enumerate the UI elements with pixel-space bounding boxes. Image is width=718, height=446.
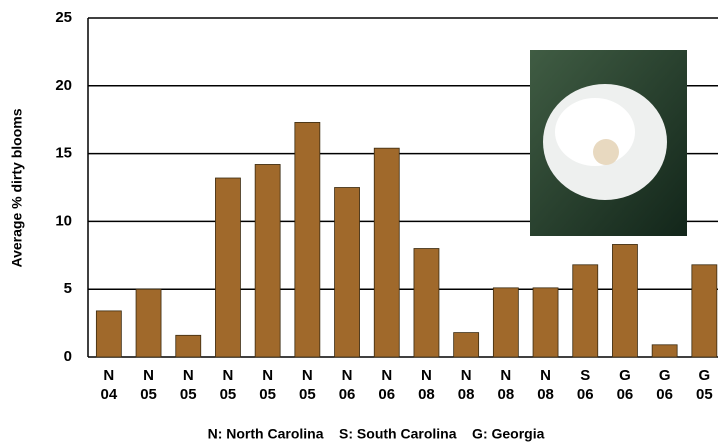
y-tick-label: 20	[55, 77, 72, 94]
x-tick-label: 06	[339, 386, 356, 403]
x-tick-label: N	[421, 367, 432, 384]
x-tick-label: N	[183, 367, 194, 384]
bar	[573, 265, 598, 357]
chart: Average % dirty blooms N: North Carolina…	[0, 0, 718, 446]
x-tick-label: 08	[458, 386, 475, 403]
bar	[176, 335, 201, 357]
bar	[493, 288, 518, 357]
x-tick-label: S	[580, 367, 590, 384]
y-tick-label: 0	[64, 348, 72, 365]
x-tick-label: 05	[696, 386, 713, 403]
x-tick-label: G	[699, 367, 711, 384]
x-tick-label: N	[540, 367, 551, 384]
x-tick-label: G	[659, 367, 671, 384]
bar	[335, 188, 360, 358]
x-tick-label: 05	[220, 386, 237, 403]
x-tick-label: 06	[656, 386, 673, 403]
x-tick-label: G	[619, 367, 631, 384]
x-tick-label: 05	[180, 386, 197, 403]
x-tick-label: 06	[577, 386, 594, 403]
bar	[136, 289, 161, 357]
bar	[652, 345, 677, 357]
bar	[374, 148, 399, 357]
cotton-photo	[530, 50, 687, 236]
y-tick-label: 15	[55, 145, 72, 162]
bar	[454, 333, 479, 357]
x-tick-label: 04	[101, 386, 118, 403]
x-tick-label: N	[461, 367, 472, 384]
x-tick-label: N	[143, 367, 154, 384]
x-tick-label: N	[342, 367, 353, 384]
bar	[692, 265, 717, 357]
bar	[215, 178, 240, 357]
y-tick-label: 25	[55, 9, 72, 26]
x-tick-label: N	[500, 367, 511, 384]
y-axis-label: Average % dirty blooms	[9, 108, 25, 267]
bar	[414, 249, 439, 357]
x-tick-label: N	[103, 367, 114, 384]
bar	[96, 311, 121, 357]
page: Average % dirty blooms N: North Carolina…	[0, 0, 718, 446]
x-tick-label: 06	[378, 386, 395, 403]
y-tick-label: 5	[64, 280, 72, 297]
x-tick-label: N	[223, 367, 234, 384]
bar	[295, 122, 320, 357]
x-tick-label: 08	[498, 386, 515, 403]
x-tick-label: N	[302, 367, 313, 384]
bar	[255, 164, 280, 357]
bar	[612, 244, 637, 357]
x-tick-label: 05	[299, 386, 316, 403]
x-tick-label: 06	[617, 386, 634, 403]
x-tick-label: 05	[140, 386, 157, 403]
x-tick-label: N	[262, 367, 273, 384]
x-tick-label: N	[381, 367, 392, 384]
x-tick-label: 08	[537, 386, 554, 403]
legend-note: N: North Carolina S: South Carolina G: G…	[208, 426, 545, 442]
bar	[533, 288, 558, 357]
x-tick-label: 08	[418, 386, 435, 403]
x-tick-label: 05	[259, 386, 276, 403]
y-tick-label: 10	[55, 212, 72, 229]
